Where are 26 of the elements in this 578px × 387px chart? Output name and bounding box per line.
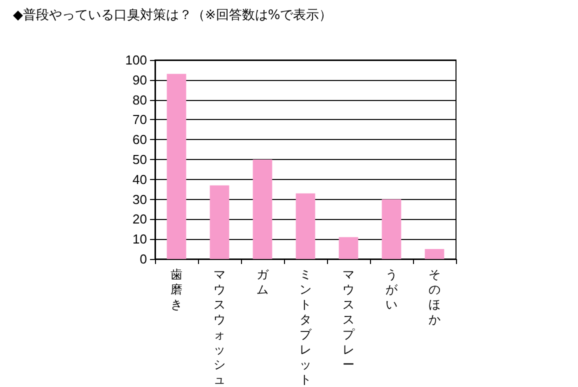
y-tick-label: 100: [125, 52, 147, 68]
y-tick-label: 0: [140, 252, 147, 266]
x-tick-label: うがい: [386, 268, 398, 312]
y-tick-label: 50: [132, 152, 147, 167]
bar: [338, 237, 358, 259]
bar: [166, 74, 186, 259]
y-tick-label: 90: [132, 72, 147, 88]
y-tick-label: 10: [132, 232, 147, 247]
y-tick-label: 80: [132, 92, 147, 108]
x-tick-label: そのほか: [428, 268, 440, 326]
bar: [252, 160, 272, 259]
x-tick-label: ミントタブレット: [300, 268, 312, 386]
y-tick-label: 20: [132, 212, 147, 227]
bar: [210, 185, 230, 259]
y-tick-label: 60: [132, 132, 147, 148]
x-tick-label: マウススプレー: [342, 268, 356, 372]
x-tick-label: ガム: [256, 268, 270, 296]
bar: [296, 193, 316, 259]
bar: [382, 199, 402, 259]
y-tick-label: 30: [132, 192, 147, 207]
chart-title: ◆普段やっている口臭対策は？（※回答数は%で表示）: [13, 7, 332, 23]
x-tick-label: マウスウォッシュ: [214, 268, 226, 386]
bar: [424, 249, 444, 259]
x-tick-label: 歯磨き: [170, 268, 182, 312]
y-tick-label: 40: [132, 172, 147, 187]
y-tick-label: 70: [132, 112, 147, 128]
